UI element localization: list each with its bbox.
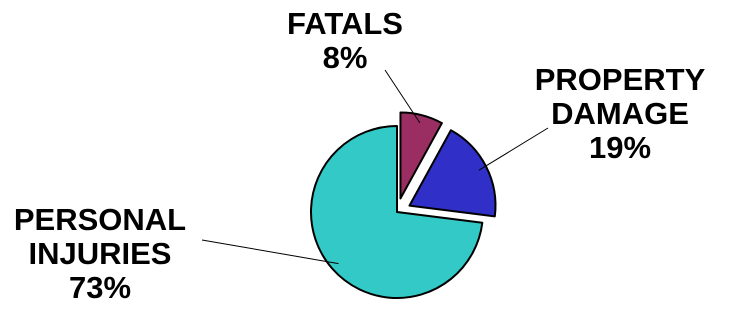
percent-label: 19% bbox=[589, 130, 651, 165]
leader-line bbox=[201, 239, 339, 265]
category-label: DAMAGE bbox=[551, 96, 689, 131]
percent-label: 73% bbox=[69, 270, 131, 305]
category-label: PERSONAL bbox=[14, 202, 186, 237]
pie-slice-personal-injuries bbox=[310, 125, 484, 299]
percent-label: 8% bbox=[323, 40, 368, 75]
leader-lines bbox=[201, 69, 549, 265]
slice-label: PROPERTY DAMAGE 19% bbox=[535, 62, 706, 165]
category-label: PROPERTY bbox=[535, 62, 706, 97]
pie-slice-fatals bbox=[399, 111, 443, 200]
leader-line bbox=[478, 127, 549, 171]
pie-slices bbox=[310, 111, 497, 299]
category-label: FATALS bbox=[287, 6, 403, 41]
category-label: INJURIES bbox=[29, 236, 172, 271]
slice-label: FATALS 8% bbox=[287, 6, 403, 75]
slice-labels: FATALS 8% PROPERTY DAMAGE 19% PERSONAL INJURIE… bbox=[14, 6, 706, 305]
slice-label: PERSONAL INJURIES 73% bbox=[14, 202, 186, 305]
leader-line bbox=[384, 69, 421, 124]
pie-slice-property-damage bbox=[408, 129, 497, 218]
